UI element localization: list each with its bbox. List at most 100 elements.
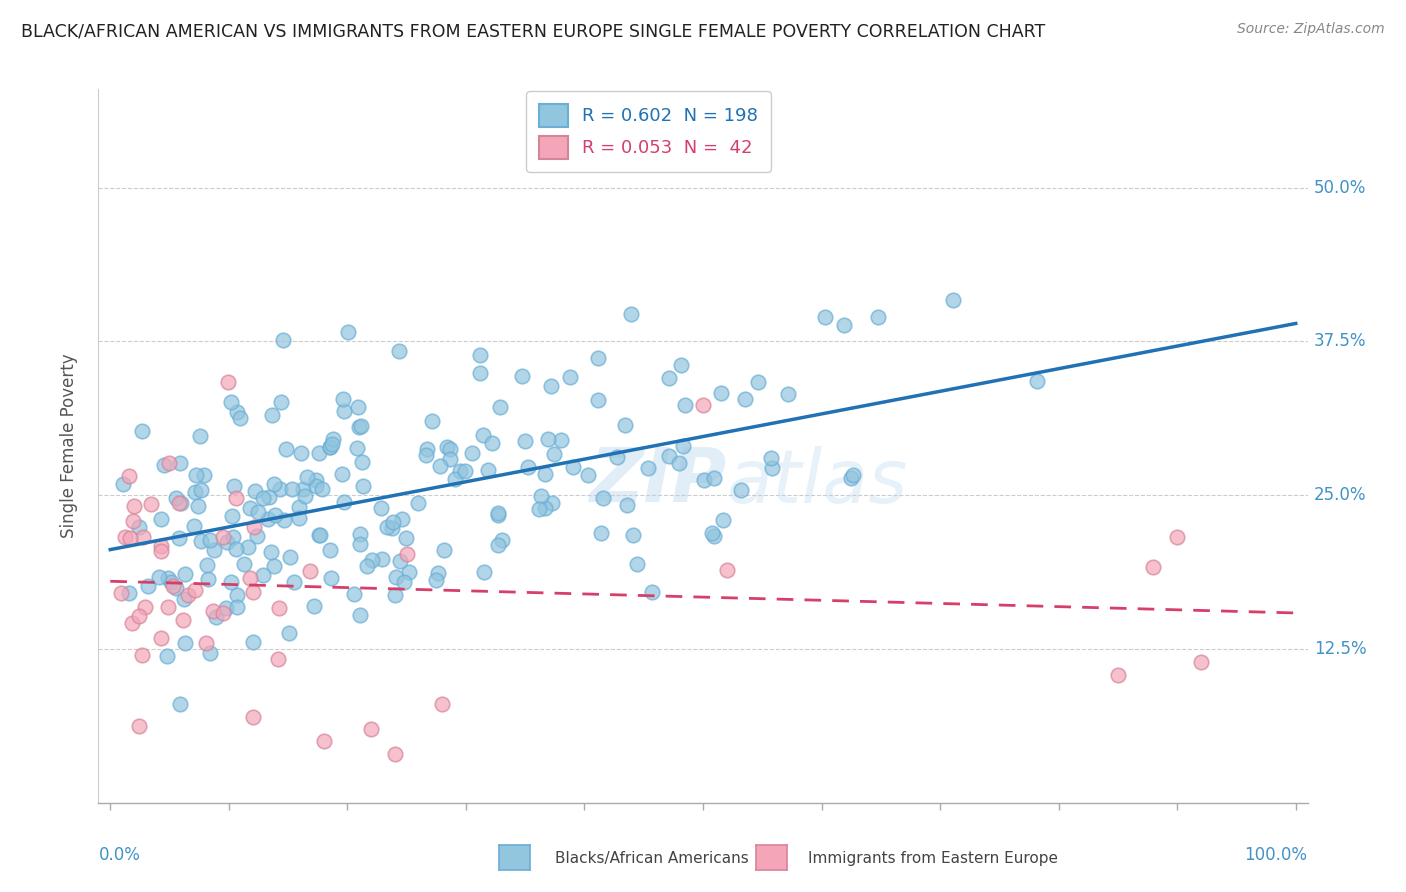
Point xyxy=(477,463,499,477)
Point xyxy=(239,500,262,515)
Point xyxy=(321,437,343,451)
Point xyxy=(637,460,659,475)
Point xyxy=(138,579,160,593)
Point xyxy=(111,477,134,491)
Point xyxy=(527,502,550,516)
Point xyxy=(388,343,411,358)
Point xyxy=(530,489,553,503)
Point xyxy=(415,448,437,462)
Point xyxy=(349,527,371,541)
Point xyxy=(703,529,725,543)
Point xyxy=(349,419,371,434)
Point xyxy=(347,400,370,414)
Point xyxy=(221,575,243,590)
Point xyxy=(486,506,509,520)
Point xyxy=(260,409,283,423)
Point xyxy=(157,456,180,470)
Point xyxy=(360,722,382,736)
Text: 25.0%: 25.0% xyxy=(1313,486,1367,504)
Point xyxy=(276,442,298,457)
Point xyxy=(558,369,581,384)
Point xyxy=(322,433,344,447)
Point xyxy=(118,531,141,545)
Point xyxy=(281,482,304,496)
Point xyxy=(252,567,274,582)
Text: atlas: atlas xyxy=(727,446,908,517)
Point xyxy=(173,591,195,606)
Point xyxy=(202,542,225,557)
Point xyxy=(426,566,449,580)
Point xyxy=(371,552,394,566)
Point xyxy=(190,483,212,498)
Point xyxy=(1107,667,1129,681)
Point xyxy=(273,513,295,527)
Point xyxy=(243,483,266,498)
Point xyxy=(260,544,283,558)
Point xyxy=(420,414,443,428)
Y-axis label: Single Female Poverty: Single Female Poverty xyxy=(59,354,77,538)
Point xyxy=(157,600,180,615)
Point xyxy=(692,398,714,412)
Point xyxy=(562,459,585,474)
Point xyxy=(128,609,150,624)
Point xyxy=(813,310,835,324)
Point xyxy=(201,604,224,618)
Point xyxy=(242,709,264,723)
Point xyxy=(225,541,247,556)
Point xyxy=(219,395,242,409)
Point xyxy=(470,348,492,362)
Point xyxy=(148,570,170,584)
Point xyxy=(734,392,756,407)
Point xyxy=(616,498,638,512)
Point xyxy=(346,441,368,455)
Point xyxy=(319,543,342,558)
Point xyxy=(778,387,800,401)
Point xyxy=(1166,529,1188,543)
Text: Blacks/African Americans: Blacks/African Americans xyxy=(555,851,749,865)
Point xyxy=(246,529,269,543)
Point xyxy=(472,566,495,580)
Point xyxy=(839,471,862,485)
Point xyxy=(370,501,392,516)
Point xyxy=(333,403,356,417)
Point xyxy=(543,447,565,461)
Point xyxy=(131,648,153,663)
Point xyxy=(150,539,173,553)
Legend: R = 0.602  N = 198, R = 0.053  N =  42: R = 0.602 N = 198, R = 0.053 N = 42 xyxy=(526,91,770,172)
Point xyxy=(117,469,139,483)
Point xyxy=(149,631,172,645)
Point xyxy=(472,427,495,442)
Point xyxy=(294,489,316,503)
Point xyxy=(184,467,207,482)
Point xyxy=(942,293,965,308)
Point xyxy=(449,464,471,478)
Point xyxy=(356,559,378,574)
Text: BLACK/AFRICAN AMERICAN VS IMMIGRANTS FROM EASTERN EUROPE SINGLE FEMALE POVERTY C: BLACK/AFRICAN AMERICAN VS IMMIGRANTS FRO… xyxy=(21,22,1045,40)
Point xyxy=(263,558,285,573)
Point xyxy=(257,490,280,504)
Point xyxy=(439,442,461,457)
Text: 100.0%: 100.0% xyxy=(1244,846,1308,863)
Point xyxy=(302,599,325,613)
Point xyxy=(311,483,333,497)
Point xyxy=(264,508,287,523)
Point xyxy=(866,310,889,324)
Point xyxy=(541,496,564,510)
Point xyxy=(217,375,239,389)
Point xyxy=(703,471,725,485)
Point xyxy=(153,458,176,472)
Point xyxy=(588,351,610,365)
Point xyxy=(228,411,250,425)
Point xyxy=(432,698,454,712)
Point xyxy=(350,455,373,469)
Point xyxy=(330,467,353,481)
Point xyxy=(149,544,172,558)
Point xyxy=(224,491,246,505)
Point xyxy=(488,401,510,415)
Point xyxy=(432,542,454,557)
Point xyxy=(172,613,194,627)
Point xyxy=(589,525,612,540)
Point xyxy=(305,479,328,493)
Text: Source: ZipAtlas.com: Source: ZipAtlas.com xyxy=(1237,22,1385,37)
Point xyxy=(1025,374,1047,388)
